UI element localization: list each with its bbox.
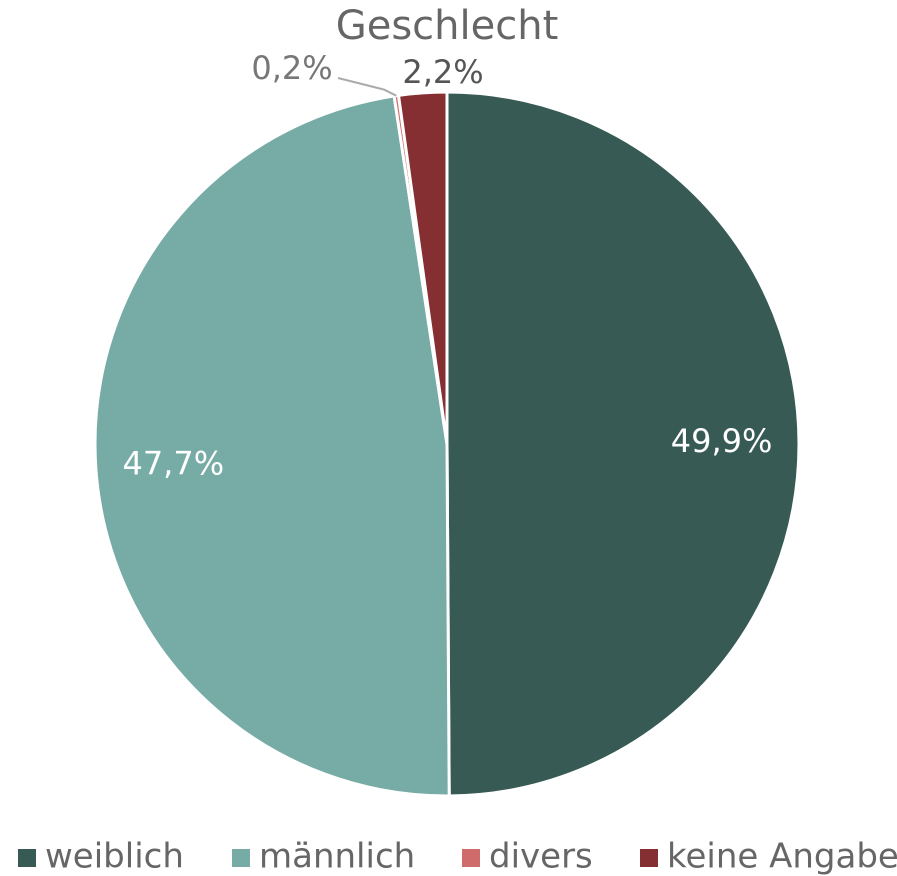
legend-label: divers [489, 837, 593, 876]
chart-title: Geschlecht [336, 3, 559, 49]
legend-swatch [18, 849, 36, 867]
data-label: 2,2% [402, 53, 483, 91]
data-label: 47,7% [122, 445, 224, 483]
legend-label: weiblich [45, 837, 184, 876]
data-label: 49,9% [671, 422, 773, 460]
legend-swatch [640, 849, 658, 867]
data-label: 0,2% [251, 49, 332, 87]
legend-label: keine Angabe [667, 837, 897, 876]
pie-slice [445, 90, 801, 798]
pie-slice [93, 94, 451, 798]
legend-swatch [232, 849, 250, 867]
leader-line [337, 77, 397, 97]
legend-label: männlich [259, 837, 415, 876]
pie-slice [396, 90, 449, 445]
legend-swatch [462, 849, 480, 867]
